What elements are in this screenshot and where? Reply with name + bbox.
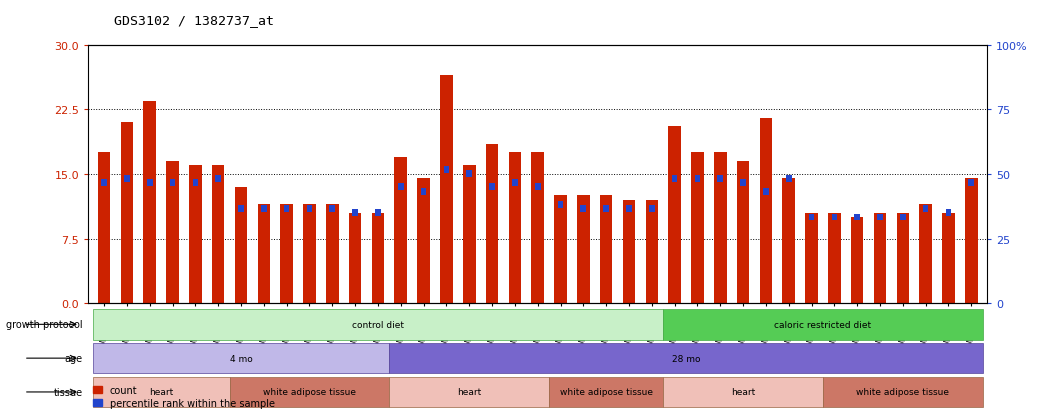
- Bar: [806, 213, 818, 304]
- Bar: [920, 204, 932, 304]
- Bar: [599, 196, 613, 304]
- Bar: [554, 196, 567, 304]
- Text: heart: heart: [457, 387, 481, 396]
- Text: white adipose tissue: white adipose tissue: [857, 387, 949, 396]
- Bar: [212, 166, 224, 304]
- Bar: [695, 176, 700, 182]
- Bar: [375, 210, 381, 217]
- Bar: [809, 214, 814, 221]
- Bar: [713, 153, 727, 304]
- Bar: [280, 204, 292, 304]
- Bar: [189, 166, 201, 304]
- Bar: [193, 180, 198, 187]
- Text: tissue: tissue: [54, 387, 83, 397]
- Bar: [783, 179, 795, 304]
- Bar: [581, 205, 586, 212]
- Bar: [718, 176, 723, 182]
- Bar: [645, 200, 658, 304]
- Bar: [965, 179, 978, 304]
- Bar: [348, 213, 362, 304]
- Bar: [512, 180, 517, 187]
- Bar: [421, 188, 426, 195]
- Bar: [649, 205, 654, 212]
- Bar: [97, 153, 110, 304]
- Bar: [851, 218, 864, 304]
- Bar: [444, 167, 449, 173]
- Bar: [740, 180, 746, 187]
- Bar: [440, 76, 453, 304]
- Bar: [485, 145, 499, 304]
- Bar: [147, 180, 152, 187]
- Text: heart: heart: [731, 387, 755, 396]
- Text: control diet: control diet: [352, 320, 404, 329]
- Bar: [577, 196, 590, 304]
- Bar: [736, 161, 750, 304]
- Bar: [353, 210, 358, 217]
- Legend: count, percentile rank within the sample: count, percentile rank within the sample: [93, 385, 275, 408]
- Bar: [854, 214, 860, 221]
- Text: GDS3102 / 1382737_at: GDS3102 / 1382737_at: [114, 14, 274, 27]
- Bar: [626, 205, 632, 212]
- Bar: [946, 210, 951, 217]
- Bar: [330, 205, 335, 212]
- Bar: [239, 205, 244, 212]
- Bar: [417, 179, 430, 304]
- Bar: [759, 119, 773, 304]
- Bar: [467, 171, 472, 178]
- Text: age: age: [65, 353, 83, 363]
- Bar: [558, 201, 563, 208]
- Bar: [763, 188, 768, 195]
- Bar: [124, 176, 130, 182]
- Bar: [829, 213, 841, 304]
- Bar: [398, 184, 403, 191]
- Text: white adipose tissue: white adipose tissue: [263, 387, 356, 396]
- Bar: [371, 213, 385, 304]
- Bar: [897, 213, 909, 304]
- Bar: [969, 180, 974, 187]
- Bar: [668, 127, 681, 304]
- Bar: [234, 188, 247, 304]
- Bar: [943, 213, 955, 304]
- Bar: [489, 184, 495, 191]
- Bar: [463, 166, 476, 304]
- Bar: [786, 176, 791, 182]
- Bar: [877, 214, 882, 221]
- Bar: [303, 204, 316, 304]
- Bar: [531, 153, 544, 304]
- Bar: [257, 204, 270, 304]
- Bar: [143, 101, 156, 304]
- Bar: [120, 123, 133, 304]
- Bar: [284, 205, 289, 212]
- Text: growth protocol: growth protocol: [6, 320, 83, 330]
- Bar: [216, 176, 221, 182]
- Bar: [394, 157, 408, 304]
- Text: 28 mo: 28 mo: [672, 354, 700, 363]
- Bar: [326, 204, 339, 304]
- Bar: [508, 153, 522, 304]
- Bar: [923, 205, 928, 212]
- Bar: [166, 161, 178, 304]
- Bar: [307, 205, 312, 212]
- Bar: [102, 180, 107, 187]
- Bar: [691, 153, 704, 304]
- Bar: [832, 214, 837, 221]
- Text: heart: heart: [149, 387, 173, 396]
- Text: 4 mo: 4 mo: [229, 354, 252, 363]
- Bar: [874, 213, 887, 304]
- Text: caloric restricted diet: caloric restricted diet: [775, 320, 871, 329]
- Bar: [900, 214, 905, 221]
- Bar: [672, 176, 677, 182]
- Bar: [604, 205, 609, 212]
- Text: white adipose tissue: white adipose tissue: [560, 387, 652, 396]
- Bar: [535, 184, 540, 191]
- Bar: [261, 205, 267, 212]
- Bar: [170, 180, 175, 187]
- Bar: [622, 200, 636, 304]
